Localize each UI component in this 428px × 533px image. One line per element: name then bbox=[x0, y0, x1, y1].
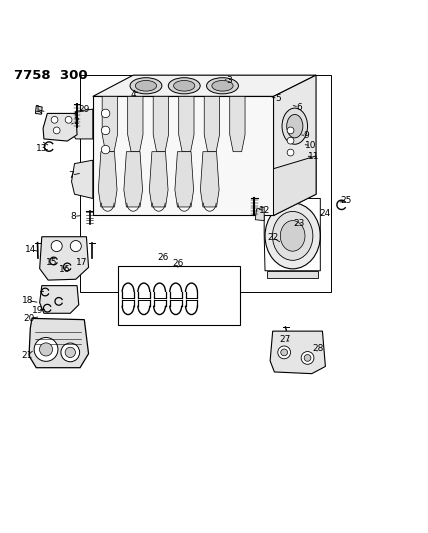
Circle shape bbox=[53, 127, 60, 134]
Text: 21: 21 bbox=[21, 351, 33, 360]
Text: 27: 27 bbox=[280, 335, 291, 344]
Circle shape bbox=[101, 126, 110, 135]
Ellipse shape bbox=[207, 78, 238, 94]
Circle shape bbox=[304, 354, 311, 361]
Polygon shape bbox=[179, 96, 194, 152]
Text: 10: 10 bbox=[305, 141, 317, 150]
Circle shape bbox=[39, 343, 53, 356]
Polygon shape bbox=[230, 96, 245, 152]
Text: 2: 2 bbox=[73, 117, 79, 126]
Polygon shape bbox=[29, 318, 89, 368]
Polygon shape bbox=[204, 96, 220, 152]
Circle shape bbox=[51, 116, 58, 123]
Polygon shape bbox=[102, 96, 117, 152]
Text: 29: 29 bbox=[79, 104, 90, 114]
Ellipse shape bbox=[135, 80, 157, 91]
Circle shape bbox=[281, 349, 288, 356]
Circle shape bbox=[101, 146, 110, 154]
Text: 17: 17 bbox=[76, 258, 87, 266]
Polygon shape bbox=[273, 75, 316, 215]
Polygon shape bbox=[93, 96, 273, 215]
Polygon shape bbox=[255, 207, 264, 221]
Circle shape bbox=[301, 352, 314, 364]
Text: 26: 26 bbox=[172, 259, 184, 268]
Ellipse shape bbox=[282, 108, 308, 144]
Circle shape bbox=[287, 149, 294, 156]
Text: 3: 3 bbox=[226, 76, 232, 85]
Text: 23: 23 bbox=[293, 220, 305, 229]
Circle shape bbox=[287, 127, 294, 134]
Ellipse shape bbox=[265, 203, 320, 269]
Polygon shape bbox=[43, 114, 77, 141]
Polygon shape bbox=[128, 96, 143, 152]
Ellipse shape bbox=[130, 78, 162, 94]
Text: 14: 14 bbox=[25, 245, 36, 254]
Text: 15: 15 bbox=[46, 258, 57, 266]
Circle shape bbox=[65, 348, 75, 358]
Text: 7758  300: 7758 300 bbox=[14, 69, 88, 82]
Polygon shape bbox=[200, 152, 219, 207]
Polygon shape bbox=[70, 109, 93, 139]
Text: 19: 19 bbox=[32, 306, 43, 315]
Circle shape bbox=[287, 137, 294, 144]
Polygon shape bbox=[124, 152, 143, 207]
Text: 24: 24 bbox=[319, 209, 330, 218]
Polygon shape bbox=[93, 75, 316, 96]
Circle shape bbox=[51, 240, 62, 252]
Text: 20: 20 bbox=[24, 314, 35, 323]
Polygon shape bbox=[36, 106, 42, 114]
Circle shape bbox=[65, 116, 72, 123]
Circle shape bbox=[34, 337, 58, 361]
Text: 25: 25 bbox=[340, 196, 351, 205]
Text: 11: 11 bbox=[308, 152, 320, 161]
Text: 22: 22 bbox=[267, 233, 278, 242]
Bar bbox=[118, 265, 240, 325]
Ellipse shape bbox=[174, 80, 195, 91]
Polygon shape bbox=[270, 331, 325, 374]
Text: 9: 9 bbox=[304, 131, 309, 140]
Polygon shape bbox=[175, 152, 193, 207]
Circle shape bbox=[278, 346, 291, 359]
Text: 7: 7 bbox=[68, 171, 74, 180]
Polygon shape bbox=[98, 152, 117, 207]
Text: 5: 5 bbox=[275, 94, 281, 103]
Ellipse shape bbox=[168, 78, 200, 94]
Circle shape bbox=[101, 109, 110, 118]
Ellipse shape bbox=[280, 221, 305, 251]
Polygon shape bbox=[149, 152, 168, 207]
Circle shape bbox=[70, 240, 81, 252]
Text: 12: 12 bbox=[259, 206, 271, 215]
Polygon shape bbox=[267, 271, 318, 278]
Text: 28: 28 bbox=[312, 344, 324, 353]
Bar bbox=[80, 75, 331, 292]
Text: 13: 13 bbox=[36, 144, 48, 153]
Text: 8: 8 bbox=[71, 212, 77, 221]
Text: 6: 6 bbox=[296, 102, 302, 111]
Text: 4: 4 bbox=[131, 90, 136, 99]
Ellipse shape bbox=[212, 80, 233, 91]
Ellipse shape bbox=[273, 212, 313, 260]
Polygon shape bbox=[273, 156, 316, 215]
Ellipse shape bbox=[287, 115, 303, 138]
Polygon shape bbox=[40, 237, 89, 280]
Polygon shape bbox=[153, 96, 169, 152]
Polygon shape bbox=[40, 286, 79, 313]
Text: 26: 26 bbox=[157, 253, 169, 262]
Polygon shape bbox=[71, 160, 93, 198]
Circle shape bbox=[61, 343, 80, 362]
Text: 18: 18 bbox=[22, 296, 33, 305]
Text: 16: 16 bbox=[59, 265, 70, 274]
Text: 1: 1 bbox=[35, 104, 40, 114]
